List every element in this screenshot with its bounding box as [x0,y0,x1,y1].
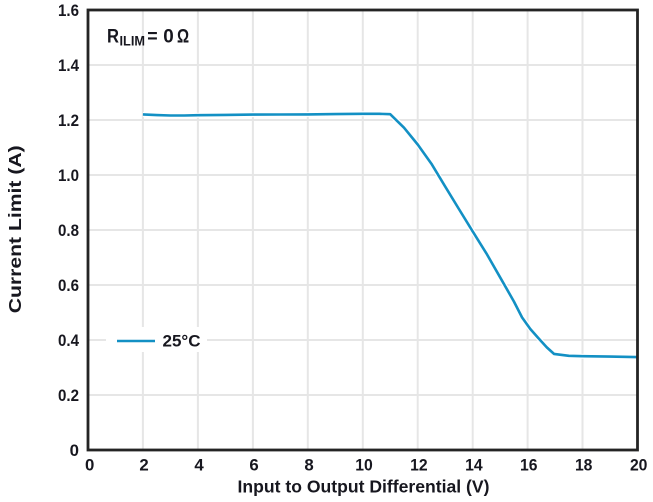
svg-text:20: 20 [630,455,648,474]
svg-text:1.0: 1.0 [58,166,79,185]
svg-text:12: 12 [410,455,428,474]
svg-text:=: = [147,27,157,48]
svg-text:Current Limit (A): Current Limit (A) [5,145,25,313]
svg-text:Ω: Ω [177,27,189,48]
svg-text:8: 8 [304,455,313,474]
svg-text:25°C: 25°C [163,332,201,351]
svg-text:0.4: 0.4 [58,331,80,350]
svg-text:14: 14 [465,455,483,474]
svg-text:1.6: 1.6 [58,1,79,20]
svg-text:2: 2 [139,455,148,474]
svg-text:4: 4 [194,455,204,474]
svg-text:0.8: 0.8 [58,221,79,240]
svg-text:6: 6 [249,455,258,474]
svg-text:1.2: 1.2 [58,111,79,130]
svg-text:0: 0 [163,27,174,48]
svg-text:Input to Output Differential (: Input to Output Differential (V) [238,477,490,497]
svg-text:18: 18 [575,455,593,474]
svg-text:16: 16 [520,455,538,474]
svg-text:ILIM: ILIM [120,34,146,49]
svg-text:0.6: 0.6 [58,276,79,295]
svg-text:0.2: 0.2 [58,386,79,405]
svg-text:R: R [107,27,119,48]
svg-text:1.4: 1.4 [58,56,80,75]
svg-text:0: 0 [70,441,79,460]
svg-text:10: 10 [355,455,373,474]
svg-text:0: 0 [85,455,94,474]
